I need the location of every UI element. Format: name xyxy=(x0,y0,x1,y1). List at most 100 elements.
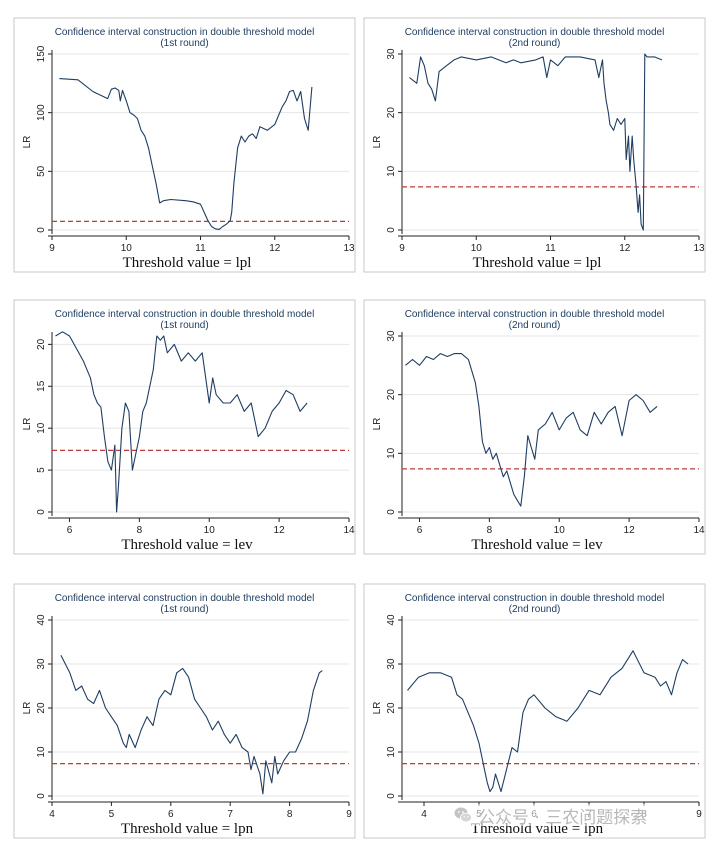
y-axis-label: LR xyxy=(372,136,383,149)
x-tick-label: 12 xyxy=(619,243,631,254)
watermark-text: 公众号 · 三农问题探索 xyxy=(478,807,648,828)
x-axis-label: Threshold value = lpn xyxy=(121,821,254,837)
x-tick-label: 7 xyxy=(227,809,233,820)
x-tick-label: 4 xyxy=(421,809,427,820)
y-tick-label: 0 xyxy=(386,227,397,233)
x-tick-label: 11 xyxy=(545,243,556,254)
y-axis-label: LR xyxy=(372,702,383,715)
x-tick-label: 4 xyxy=(49,809,55,820)
y-tick-label: 20 xyxy=(36,702,47,714)
wechat-icon xyxy=(454,807,472,823)
chart-title: Confidence interval construction in doub… xyxy=(55,309,315,320)
lr-series-line xyxy=(405,353,658,507)
y-axis-label: LR xyxy=(372,418,383,431)
chart-title: Confidence interval construction in doub… xyxy=(405,27,665,38)
x-tick-label: 14 xyxy=(343,525,355,536)
y-tick-label: 40 xyxy=(386,614,397,626)
x-tick-label: 14 xyxy=(693,525,705,536)
chart-subtitle: (1st round) xyxy=(160,320,208,331)
y-tick-label: 0 xyxy=(36,509,47,515)
watermark: 公众号 · 三农问题探索 xyxy=(452,804,650,828)
x-axis-label: Threshold value = lev xyxy=(471,537,603,553)
chart-title: Confidence interval construction in doub… xyxy=(55,593,315,604)
lr-series-line xyxy=(55,331,308,513)
lr-series-line xyxy=(59,78,313,230)
y-tick-label: 0 xyxy=(386,793,397,799)
chart-panel-2: Confidence interval construction in doub… xyxy=(363,17,706,273)
x-tick-label: 8 xyxy=(287,809,293,820)
panel-frame xyxy=(13,17,356,273)
x-tick-label: 8 xyxy=(137,525,143,536)
panel-frame xyxy=(363,17,706,273)
y-tick-label: 10 xyxy=(36,422,47,434)
x-tick-label: 8 xyxy=(487,525,493,536)
panel-frame xyxy=(363,583,706,839)
x-tick-label: 9 xyxy=(399,243,405,254)
x-tick-label: 5 xyxy=(109,809,115,820)
x-tick-label: 10 xyxy=(471,243,483,254)
panel-frame xyxy=(13,299,356,555)
chart-subtitle: (2nd round) xyxy=(509,604,561,615)
x-axis-label: Threshold value = lpl xyxy=(473,255,602,271)
chart-panel-3: Confidence interval construction in doub… xyxy=(13,299,356,555)
y-tick-label: 20 xyxy=(36,338,47,350)
y-tick-label: 100 xyxy=(36,104,47,121)
panel-frame xyxy=(13,583,356,839)
y-tick-label: 10 xyxy=(386,165,397,177)
y-tick-label: 150 xyxy=(36,45,47,62)
y-tick-label: 15 xyxy=(36,380,47,392)
y-tick-label: 10 xyxy=(386,746,397,758)
x-tick-label: 12 xyxy=(624,525,636,536)
y-tick-label: 20 xyxy=(386,107,397,119)
x-axis-label: Threshold value = lev xyxy=(121,537,253,553)
lr-series-line xyxy=(407,650,689,793)
x-tick-label: 6 xyxy=(67,525,73,536)
x-tick-label: 9 xyxy=(49,243,55,254)
x-tick-label: 9 xyxy=(346,809,352,820)
y-axis-label: LR xyxy=(22,136,33,149)
x-tick-label: 13 xyxy=(343,243,355,254)
chart-subtitle: (1st round) xyxy=(160,604,208,615)
chart-panel-6: Confidence interval construction in doub… xyxy=(363,583,706,839)
y-tick-label: 10 xyxy=(386,447,397,459)
x-tick-label: 12 xyxy=(269,243,281,254)
x-tick-label: 9 xyxy=(696,809,702,820)
x-tick-label: 11 xyxy=(195,243,206,254)
chart-title: Confidence interval construction in doub… xyxy=(405,309,665,320)
x-tick-label: 6 xyxy=(168,809,174,820)
y-tick-label: 10 xyxy=(36,746,47,758)
y-tick-label: 20 xyxy=(386,702,397,714)
y-tick-label: 40 xyxy=(36,614,47,626)
chart-subtitle: (2nd round) xyxy=(509,38,561,49)
panel-frame xyxy=(363,299,706,555)
chart-title: Confidence interval construction in doub… xyxy=(55,27,315,38)
y-axis-label: LR xyxy=(22,418,33,431)
y-tick-label: 30 xyxy=(36,658,47,670)
y-tick-label: 5 xyxy=(36,467,47,473)
x-axis-label: Threshold value = lpl xyxy=(123,255,252,271)
x-tick-label: 12 xyxy=(274,525,286,536)
y-tick-label: 30 xyxy=(386,658,397,670)
x-tick-label: 10 xyxy=(204,525,216,536)
y-axis-label: LR xyxy=(22,702,33,715)
y-tick-label: 20 xyxy=(386,389,397,401)
x-tick-label: 6 xyxy=(417,525,423,536)
lr-series-line xyxy=(60,654,323,795)
chart-panel-4: Confidence interval construction in doub… xyxy=(363,299,706,555)
x-tick-label: 13 xyxy=(693,243,705,254)
chart-subtitle: (2nd round) xyxy=(509,320,561,331)
y-tick-label: 0 xyxy=(36,227,47,233)
x-tick-label: 10 xyxy=(554,525,566,536)
lr-series-line xyxy=(409,53,663,231)
chart-title: Confidence interval construction in doub… xyxy=(405,593,665,604)
chart-subtitle: (1st round) xyxy=(160,38,208,49)
x-tick-label: 10 xyxy=(121,243,133,254)
chart-panel-5: Confidence interval construction in doub… xyxy=(13,583,356,839)
chart-panel-1: Confidence interval construction in doub… xyxy=(13,17,356,273)
y-tick-label: 50 xyxy=(36,165,47,177)
y-tick-label: 0 xyxy=(386,509,397,515)
y-tick-label: 30 xyxy=(386,48,397,60)
y-tick-label: 0 xyxy=(36,793,47,799)
y-tick-label: 30 xyxy=(386,330,397,342)
